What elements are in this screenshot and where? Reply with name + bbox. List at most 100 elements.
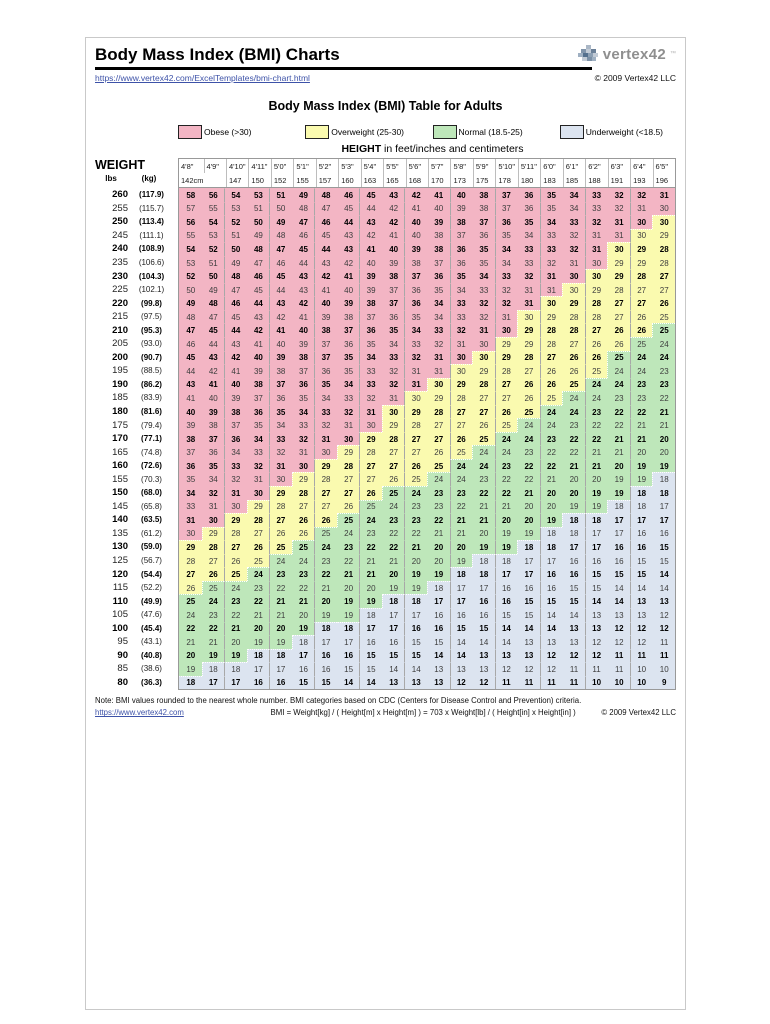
bmi-cell: 30 (449, 350, 473, 365)
bmi-cell: 31 (539, 282, 563, 297)
weight-lbs-label: 135 (112, 527, 128, 539)
bmi-cell: 38 (246, 377, 270, 392)
bmi-cell: 25 (517, 404, 540, 419)
bmi-cell: 16 (246, 675, 270, 690)
weight-kg-label: (93.0) (141, 339, 162, 349)
bmi-cell: 24 (517, 418, 540, 432)
bmi-cell: 29 (652, 228, 675, 243)
footnote: Note: BMI values rounded to the nearest … (95, 696, 582, 706)
bmi-cell: 19 (539, 513, 563, 527)
bmi-cell: 27 (652, 282, 675, 297)
bmi-cell: 40 (381, 242, 405, 256)
bmi-cell: 48 (314, 188, 337, 202)
bmi-cell: 17 (494, 567, 518, 581)
legend-item-normal: Normal (18.5-25) (432, 125, 560, 139)
bmi-cell: 14 (652, 567, 675, 581)
bmi-cell: 31 (404, 364, 427, 378)
weight-kg-label: (77.1) (141, 434, 162, 444)
bmi-cell: 28 (449, 391, 473, 405)
height-feet-label: 5'2" (315, 159, 338, 173)
bmi-cell: 41 (246, 337, 270, 351)
bmi-cell: 30 (494, 323, 518, 338)
bmi-cell: 23 (426, 486, 450, 500)
bmi-cell: 28 (336, 458, 360, 473)
bmi-cell: 22 (179, 621, 202, 636)
weight-row: 210 (95.3) (95, 323, 178, 337)
bmi-cell: 22 (246, 594, 270, 608)
bmi-cell: 21 (629, 431, 653, 446)
bmi-cell: 27 (246, 526, 270, 541)
bmi-cell: 26 (629, 309, 653, 324)
bmi-cell: 41 (269, 323, 292, 338)
bmi-cell: 26 (629, 323, 653, 338)
bmi-cell: 18 (246, 648, 270, 663)
bmi-cell: 36 (269, 391, 292, 405)
bmi-cell: 11 (562, 675, 585, 690)
bmi-cell: 33 (449, 296, 473, 310)
bmi-cell: 22 (426, 513, 450, 527)
bmi-cell: 25 (449, 445, 473, 459)
bmi-cell: 18 (449, 567, 473, 581)
bmi-cell: 25 (629, 337, 653, 351)
bmi-cell: 34 (314, 391, 337, 405)
bmi-cell: 30 (404, 391, 427, 405)
bmi-cell: 38 (179, 431, 202, 446)
bmi-cell: 33 (539, 228, 563, 243)
bmi-cell: 19 (336, 607, 360, 622)
trademark-symbol: ™ (670, 51, 676, 57)
bmi-cell: 40 (404, 215, 427, 229)
bmi-cell: 32 (359, 391, 382, 405)
weight-row: 170 (77.1) (95, 432, 178, 446)
bmi-cell: 47 (179, 323, 202, 338)
bmi-cell: 25 (426, 458, 450, 473)
bmi-cell: 26 (201, 567, 225, 581)
bmi-cell: 17 (629, 513, 653, 527)
bmi-cell: 38 (201, 418, 225, 432)
bmi-cell: 20 (607, 458, 630, 473)
weight-kg-label: (49.9) (141, 596, 162, 606)
bmi-cell: 37 (472, 215, 495, 229)
bmi-cell: 36 (494, 215, 518, 229)
weight-lbs-label: 110 (112, 595, 128, 607)
bmi-cell: 16 (584, 553, 608, 568)
bmi-cell: 52 (179, 269, 202, 283)
bmi-cell: 14 (359, 675, 382, 690)
bmi-cell: 37 (314, 350, 337, 365)
bmi-cell: 26 (359, 486, 382, 500)
bmi-cell: 48 (246, 242, 270, 256)
bmi-cell: 14 (562, 607, 585, 622)
bmi-cell: 14 (539, 621, 563, 636)
bmi-cell: 28 (494, 364, 518, 378)
bmi-cell: 48 (179, 309, 202, 324)
bmi-cell: 24 (562, 391, 585, 405)
bmi-cell: 11 (607, 648, 630, 663)
bmi-cell: 35 (381, 323, 405, 338)
bmi-cell: 35 (517, 215, 540, 229)
bmi-cell: 28 (472, 377, 495, 392)
bmi-cell: 26 (607, 323, 630, 338)
bmi-cell: 17 (584, 526, 608, 541)
bmi-cell: 35 (336, 364, 360, 378)
bmi-cell: 20 (539, 499, 563, 514)
vertex42-link[interactable]: https://www.vertex42.com (95, 708, 184, 718)
source-url-link[interactable]: https://www.vertex42.com/ExcelTemplates/… (95, 73, 310, 83)
bmi-cell: 32 (494, 296, 518, 310)
table-title: Body Mass Index (BMI) Table for Adults (268, 99, 503, 113)
bmi-cell: 22 (314, 567, 337, 581)
bmi-cell: 17 (246, 662, 270, 676)
bmi-cell: 15 (652, 540, 675, 554)
bmi-cell: 42 (246, 323, 270, 338)
bmi-cell: 39 (359, 282, 382, 297)
bmi-cell: 41 (404, 201, 427, 216)
bmi-cell: 17 (584, 540, 608, 554)
bmi-cell: 23 (291, 567, 315, 581)
weight-column: WEIGHT lbs (kg) 260 (117.9) 255 (115.7) 250 (… (95, 158, 178, 690)
bmi-cell: 26 (179, 580, 202, 595)
legend-label-underweight: Underweight (<18.5) (585, 127, 664, 137)
bmi-cell: 15 (359, 648, 382, 663)
bmi-cell: 20 (517, 499, 540, 514)
bmi-cell: 13 (472, 662, 495, 676)
weight-row: 165 (74.8) (95, 445, 178, 459)
bmi-cell: 32 (517, 269, 540, 283)
